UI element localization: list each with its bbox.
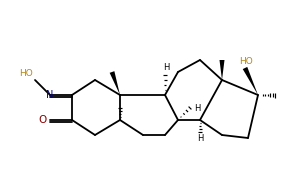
Polygon shape <box>110 71 120 95</box>
Polygon shape <box>243 67 258 95</box>
Text: O: O <box>39 115 47 125</box>
Polygon shape <box>219 60 224 80</box>
Text: H: H <box>194 103 200 113</box>
Text: HO: HO <box>239 57 253 66</box>
Text: HO: HO <box>19 69 33 78</box>
Text: H: H <box>163 63 169 72</box>
Text: H: H <box>197 134 203 143</box>
Text: N: N <box>46 90 54 100</box>
